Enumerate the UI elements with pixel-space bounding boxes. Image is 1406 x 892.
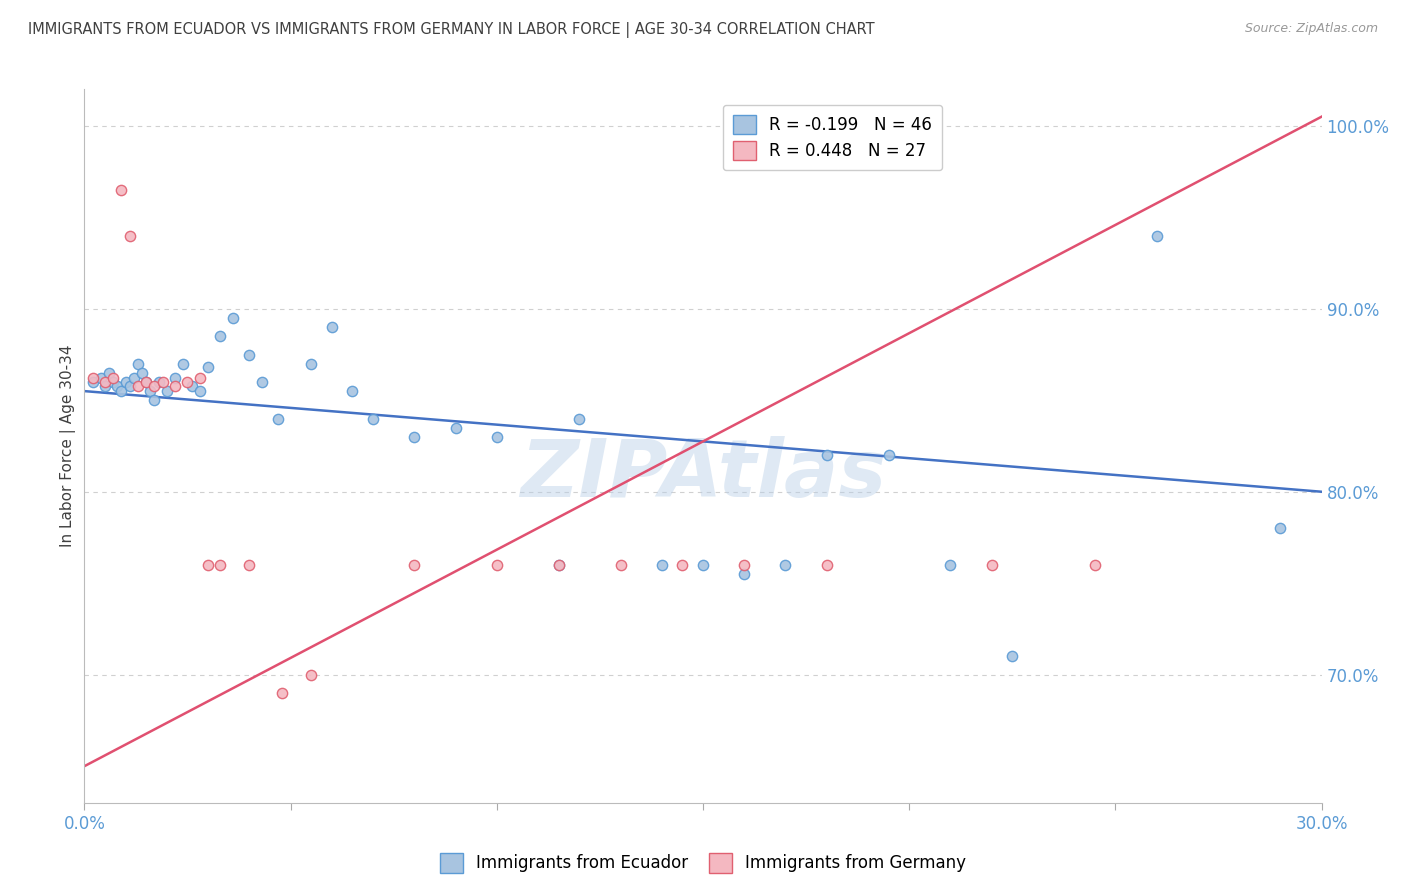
Point <box>197 558 219 572</box>
Legend: Immigrants from Ecuador, Immigrants from Germany: Immigrants from Ecuador, Immigrants from… <box>433 847 973 880</box>
Point <box>82 375 104 389</box>
Point <box>733 567 755 582</box>
Point <box>180 378 202 392</box>
Point <box>188 371 211 385</box>
Point <box>671 558 693 572</box>
Point <box>250 375 273 389</box>
Point <box>118 378 141 392</box>
Point <box>444 420 467 434</box>
Point <box>898 137 921 152</box>
Point <box>152 375 174 389</box>
Point <box>103 375 125 389</box>
Point <box>404 558 426 572</box>
Point <box>110 384 132 398</box>
Legend: R = -0.199   N = 46, R = 0.448   N = 27: R = -0.199 N = 46, R = 0.448 N = 27 <box>723 104 942 169</box>
Text: ZIPAtlas: ZIPAtlas <box>520 435 886 514</box>
Point <box>775 558 797 572</box>
Point <box>342 384 364 398</box>
Point <box>877 448 900 462</box>
Y-axis label: In Labor Force | Age 30-34: In Labor Force | Age 30-34 <box>60 344 76 548</box>
Point <box>143 378 166 392</box>
Point <box>238 558 260 572</box>
Point <box>1270 521 1292 535</box>
Point <box>299 357 322 371</box>
Point <box>321 320 343 334</box>
Point <box>1146 228 1168 243</box>
Point <box>148 375 170 389</box>
Point <box>980 558 1002 572</box>
Point <box>165 371 187 385</box>
Point <box>271 686 294 700</box>
Point <box>143 393 166 408</box>
Point <box>118 228 141 243</box>
Point <box>485 558 508 572</box>
Point <box>94 375 117 389</box>
Point <box>651 558 673 572</box>
Point <box>568 411 591 425</box>
Point <box>361 411 384 425</box>
Point <box>90 371 112 385</box>
Point <box>815 558 838 572</box>
Point <box>131 366 153 380</box>
Point <box>105 378 128 392</box>
Point <box>939 558 962 572</box>
Text: IMMIGRANTS FROM ECUADOR VS IMMIGRANTS FROM GERMANY IN LABOR FORCE | AGE 30-34 CO: IMMIGRANTS FROM ECUADOR VS IMMIGRANTS FR… <box>28 22 875 38</box>
Point <box>238 347 260 361</box>
Point <box>127 378 149 392</box>
Point <box>139 384 162 398</box>
Point <box>172 357 194 371</box>
Point <box>547 558 569 572</box>
Point <box>135 375 157 389</box>
Point <box>1001 649 1024 664</box>
Point <box>222 310 245 325</box>
Point <box>733 558 755 572</box>
Point <box>127 357 149 371</box>
Text: Source: ZipAtlas.com: Source: ZipAtlas.com <box>1244 22 1378 36</box>
Point <box>815 448 838 462</box>
Point <box>176 375 198 389</box>
Point <box>209 329 232 343</box>
Point <box>110 183 132 197</box>
Point <box>135 375 157 389</box>
Point <box>156 384 179 398</box>
Point <box>404 430 426 444</box>
Point <box>267 411 290 425</box>
Point <box>299 667 322 681</box>
Point <box>692 558 714 572</box>
Point <box>94 378 117 392</box>
Point <box>209 558 232 572</box>
Point <box>165 378 187 392</box>
Point <box>103 371 125 385</box>
Point <box>609 558 631 572</box>
Point <box>188 384 211 398</box>
Point <box>122 371 145 385</box>
Point <box>98 366 121 380</box>
Point <box>1084 558 1107 572</box>
Point <box>197 360 219 375</box>
Point <box>485 430 508 444</box>
Point <box>114 375 136 389</box>
Point <box>82 371 104 385</box>
Point <box>547 558 569 572</box>
